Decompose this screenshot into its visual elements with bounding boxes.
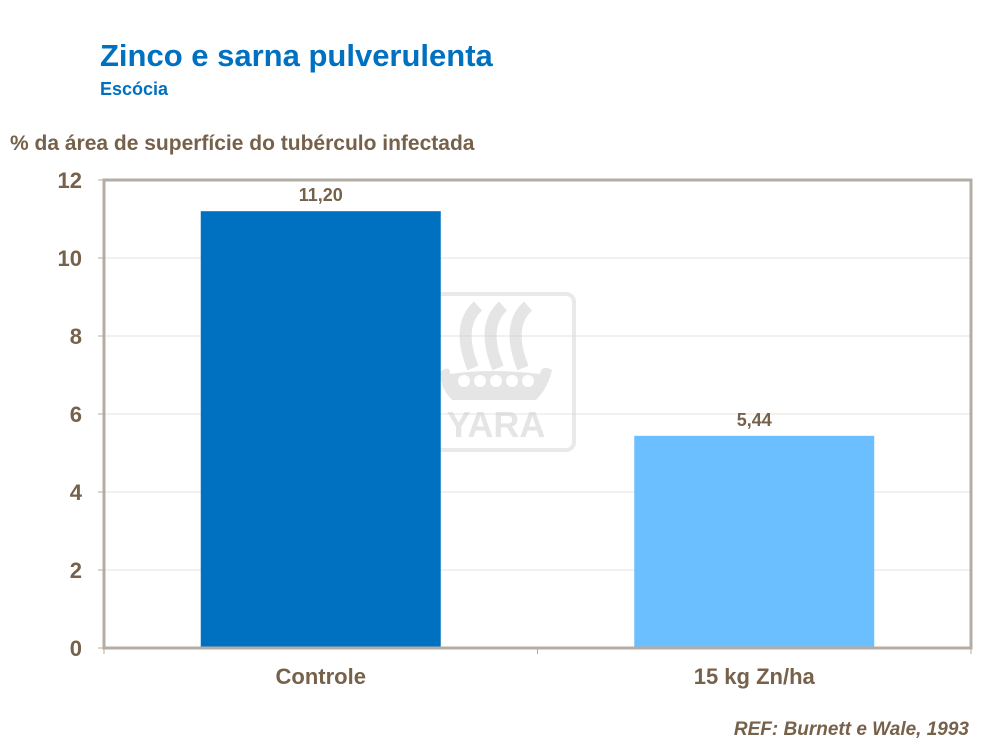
data-label: 5,44 [737, 410, 772, 430]
bar-1 [200, 211, 441, 648]
bar-2 [634, 435, 875, 648]
y-tick-label: 10 [58, 246, 82, 271]
chart-subtitle: Escócia [100, 79, 169, 99]
svg-text:YARA: YARA [447, 404, 546, 445]
y-tick-label: 0 [70, 636, 82, 661]
y-axis-label: % da área de superfície do tubérculo inf… [10, 132, 475, 155]
chart-title: Zinco e sarna pulverulenta [100, 38, 493, 73]
y-tick-label: 12 [58, 168, 82, 193]
x-tick-label: 15 kg Zn/ha [694, 664, 816, 689]
y-tick-label: 6 [70, 402, 82, 427]
y-tick-label: 8 [70, 324, 82, 349]
y-tick-label: 4 [70, 480, 83, 505]
data-label: 11,20 [299, 185, 343, 205]
plot-area-border [102, 178, 973, 650]
yara-logo-watermark: YARA [416, 292, 576, 452]
y-tick-label: 2 [70, 558, 82, 583]
reference-note: REF: Burnett e Wale, 1993 [733, 719, 969, 740]
x-tick-label: Controle [276, 664, 366, 689]
